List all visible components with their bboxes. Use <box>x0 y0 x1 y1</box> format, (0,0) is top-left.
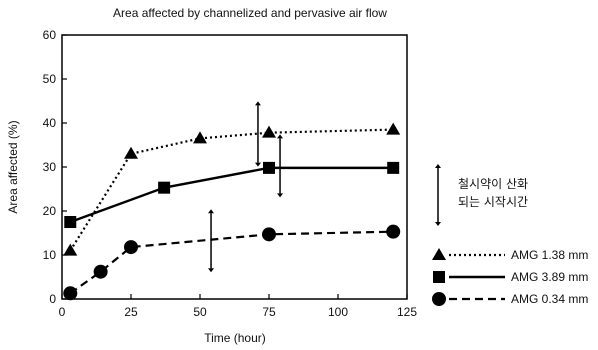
x-tick-label: 125 <box>397 305 417 319</box>
data-point <box>64 216 77 228</box>
data-point <box>387 161 400 174</box>
legend-marker <box>433 271 445 283</box>
legend-item: AMG 0.34 mm <box>432 292 588 306</box>
data-point <box>63 243 78 256</box>
x-tick-label: 0 <box>59 305 66 319</box>
y-tick-label: 0 <box>49 292 56 306</box>
annotation-range-bar-bottom-cap <box>435 222 441 226</box>
y-tick-label: 50 <box>43 72 57 86</box>
y-tick-label: 20 <box>43 204 57 218</box>
series-line <box>69 166 394 224</box>
y-tick-label: 60 <box>43 28 57 42</box>
x-tick-label: 75 <box>262 305 276 319</box>
range-bar-bottom-cap <box>208 268 215 273</box>
range-bar-top-cap <box>208 209 215 214</box>
range-bar-bottom-cap <box>277 193 284 198</box>
data-point <box>93 264 108 279</box>
data-point <box>63 286 78 301</box>
series-line <box>69 128 394 252</box>
data-point <box>262 227 276 242</box>
range-bar-top-cap <box>277 134 284 139</box>
x-axis-label: Time (hour) <box>204 331 266 345</box>
data-point <box>158 181 171 194</box>
y-tick-label: 40 <box>43 116 57 130</box>
annotation: 철시약이 산화 되는 시작시간 <box>435 164 528 226</box>
x-tick-label: 100 <box>328 305 348 319</box>
data-point <box>263 161 275 174</box>
legend: AMG 1.38 mm AMG 3.89 mm AMG 0.34 mm <box>432 248 588 306</box>
x-tick-label: 25 <box>124 305 138 319</box>
range-bar-top-cap <box>254 101 261 106</box>
annotation-range-bar-top-cap <box>435 164 441 168</box>
x-axis-ticks: 0 25 50 75 100 125 <box>59 294 417 319</box>
data-point <box>386 122 401 135</box>
series-layer <box>63 122 401 301</box>
annotation-line-1: 철시약이 산화 <box>458 176 528 191</box>
legend-label: AMG 1.38 mm <box>511 248 588 262</box>
series-circle <box>63 224 401 301</box>
legend-label: AMG 0.34 mm <box>511 292 588 306</box>
y-tick-label: 10 <box>43 248 57 262</box>
series-square <box>64 161 400 228</box>
annotation-line-2: 되는 시작시간 <box>458 195 528 209</box>
legend-marker <box>432 248 446 260</box>
data-point <box>193 131 207 144</box>
y-axis-ticks: 0 10 20 30 40 50 60 <box>43 28 67 306</box>
legend-item: AMG 1.38 mm <box>432 248 588 262</box>
data-point <box>124 240 138 255</box>
y-axis-label: Area affected (%) <box>6 120 20 213</box>
range-bar-bottom-cap <box>254 162 261 167</box>
range-bars <box>208 101 284 273</box>
chart-title: Area affected by channelized and pervasi… <box>113 6 387 20</box>
series-line <box>69 230 394 295</box>
y-tick-label: 30 <box>43 160 57 174</box>
legend-marker <box>432 292 446 306</box>
x-tick-label: 50 <box>193 305 207 319</box>
data-point <box>262 125 276 138</box>
data-point <box>124 146 138 159</box>
legend-item: AMG 3.89 mm <box>433 270 588 284</box>
data-point <box>386 224 401 239</box>
series-triangle <box>63 122 401 256</box>
legend-label: AMG 3.89 mm <box>511 270 588 284</box>
